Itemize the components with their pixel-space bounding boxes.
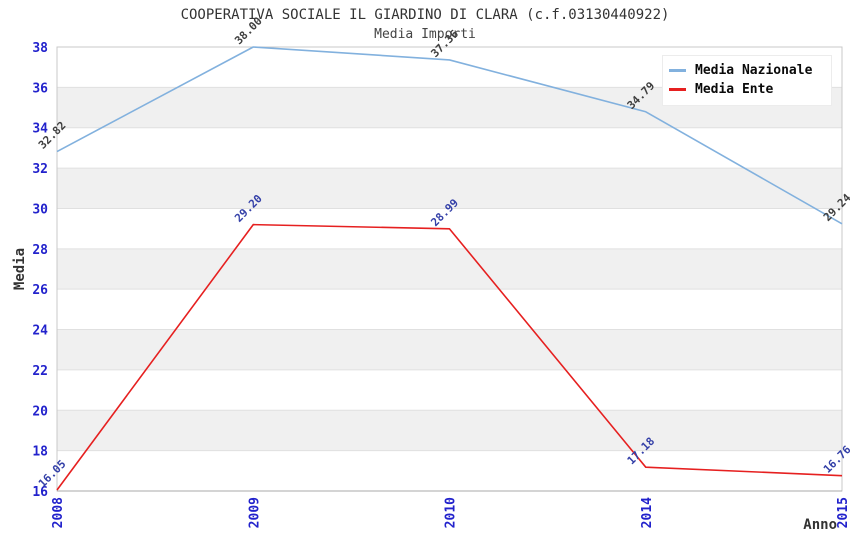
y-tick-label: 18 xyxy=(32,445,48,460)
legend: Media Nazionale Media Ente xyxy=(663,56,831,105)
x-tick-label: 2008 xyxy=(51,497,66,528)
y-tick-label: 16 xyxy=(32,485,48,500)
plot-band xyxy=(57,289,842,330)
plot-band xyxy=(57,369,842,411)
series-line-media-ente xyxy=(56,223,843,491)
x-tick-label: 2010 xyxy=(444,497,459,528)
y-tick-label: 34 xyxy=(32,122,48,137)
x-axis-title: Anno xyxy=(803,517,837,533)
plot-band xyxy=(57,329,842,370)
y-tick-label: 38 xyxy=(32,41,48,56)
plot-band xyxy=(57,410,842,451)
y-tick-label: 36 xyxy=(32,81,48,96)
x-tick-label: 2009 xyxy=(247,497,262,528)
y-tick-label: 24 xyxy=(32,324,48,339)
legend-item-media-ente: Media Ente xyxy=(669,80,825,99)
y-tick-label: 22 xyxy=(32,364,48,379)
plot-band xyxy=(57,127,842,169)
y-tick-label: 30 xyxy=(32,202,48,217)
legend-swatch-media-ente-icon xyxy=(669,88,686,91)
series-line-media-nazionale xyxy=(56,46,843,225)
x-tick-label: 2014 xyxy=(640,497,655,528)
legend-label-media-ente: Media Ente xyxy=(695,82,774,97)
legend-swatch-media-nazionale-icon xyxy=(669,69,686,72)
x-tick-label: 2015 xyxy=(836,497,850,528)
y-tick-label: 20 xyxy=(32,404,48,419)
plot-band xyxy=(57,450,842,491)
plot-band xyxy=(57,248,842,290)
y-tick-label: 26 xyxy=(32,283,48,298)
legend-label-media-nazionale: Media Nazionale xyxy=(695,63,813,78)
legend-item-media-nazionale: Media Nazionale xyxy=(669,61,825,80)
y-tick-label: 28 xyxy=(32,243,48,258)
chart-title: COOPERATIVA SOCIALE IL GIARDINO DI CLARA… xyxy=(180,7,670,23)
y-tick-label: 32 xyxy=(32,162,48,177)
plot-band xyxy=(57,168,842,209)
y-axis-title: Media xyxy=(12,248,28,290)
chart-subtitle: Media Importi xyxy=(374,27,476,42)
data-label-media-nazionale: 38.00 xyxy=(232,15,265,48)
